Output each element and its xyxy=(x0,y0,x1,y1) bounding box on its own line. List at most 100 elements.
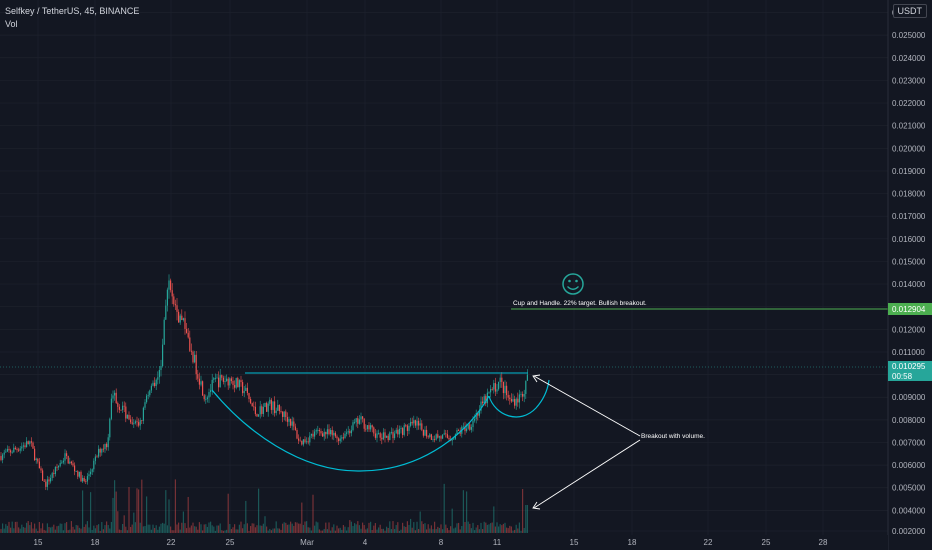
volume-bar xyxy=(453,528,455,533)
volume-bar xyxy=(291,523,293,533)
candle-body xyxy=(259,406,261,415)
volume-bar xyxy=(352,526,354,533)
volume-bar xyxy=(376,529,378,533)
volume-bar xyxy=(523,527,525,533)
volume-bar xyxy=(434,521,436,533)
volume-bar xyxy=(40,528,42,533)
candle-body xyxy=(261,406,263,414)
volume-bar xyxy=(74,529,76,533)
volume-bar xyxy=(43,529,45,533)
volume-bar xyxy=(162,522,164,533)
breakout-note-label[interactable]: Breakout with volume. xyxy=(641,433,705,440)
volume-bar xyxy=(210,521,212,533)
candle-body xyxy=(202,381,204,396)
volume-bar xyxy=(402,522,404,533)
candle-body xyxy=(90,471,92,475)
candle-body xyxy=(510,399,512,402)
candle-body xyxy=(270,399,272,410)
smiley-face-icon[interactable] xyxy=(562,273,584,295)
volume-bar xyxy=(160,523,162,533)
candle-body xyxy=(0,456,2,460)
candle-body xyxy=(355,418,357,423)
handle-curve[interactable] xyxy=(488,379,550,418)
candle-body xyxy=(18,449,20,451)
candle-body xyxy=(187,332,189,338)
candle-body xyxy=(526,374,528,381)
candle-body xyxy=(238,380,240,388)
volume-bar xyxy=(450,526,452,533)
volume-bar xyxy=(54,529,56,533)
candle-body xyxy=(160,366,162,370)
candle-body xyxy=(171,290,173,297)
volume-bar xyxy=(61,523,63,533)
arrow-line-upper[interactable] xyxy=(533,375,641,437)
price-tick-label: 0.019000 xyxy=(892,167,926,176)
volume-bar xyxy=(149,524,151,533)
candle-body xyxy=(107,437,109,448)
candle-body xyxy=(237,378,239,388)
volume-bar xyxy=(491,522,493,533)
volume-bar xyxy=(464,521,466,533)
volume-bar xyxy=(82,490,84,533)
price-tick-label: 0.006000 xyxy=(892,461,926,470)
price-axis[interactable] xyxy=(888,0,932,550)
volume-indicator-label[interactable]: Vol xyxy=(5,19,18,29)
candle-body xyxy=(110,398,112,419)
volume-bar xyxy=(426,529,428,533)
candle-body xyxy=(162,344,164,367)
candle-body xyxy=(118,406,120,410)
time-axis-ticks: 15 18 22 25 Mar 4 8 11 15 18 22 25 28 xyxy=(34,538,828,547)
volume-bar xyxy=(488,524,490,533)
candle-body xyxy=(462,426,464,428)
volume-bar xyxy=(264,516,266,533)
volume-bar xyxy=(301,502,303,533)
volume-bar xyxy=(526,505,528,533)
candle-body xyxy=(102,448,104,450)
candle-body xyxy=(152,382,154,386)
cup-note-label[interactable]: Cup and Handle. 22% target. Bullish brea… xyxy=(513,300,647,307)
candle-body xyxy=(474,418,476,421)
price-tick-label: 0.024000 xyxy=(892,54,926,63)
cup-curve[interactable] xyxy=(211,389,490,472)
candle-body xyxy=(98,448,100,457)
volume-bar xyxy=(229,523,231,533)
candle-body xyxy=(379,433,381,438)
price-tick-label: 0.002000 xyxy=(892,527,926,536)
arrow-line-lower[interactable] xyxy=(533,439,641,509)
volume-bar xyxy=(256,525,258,533)
volume-bar xyxy=(194,526,196,533)
volume-bar xyxy=(19,528,21,533)
candle-body xyxy=(114,392,116,396)
candle-body xyxy=(69,461,71,464)
candle-body xyxy=(520,393,522,395)
volume-bar xyxy=(170,526,172,533)
candle-body xyxy=(205,399,207,400)
candle-body xyxy=(67,455,69,464)
volume-bar xyxy=(315,521,317,533)
candle-body xyxy=(250,399,252,404)
candle-body xyxy=(435,434,437,440)
volume-bar xyxy=(304,521,306,533)
candle-body xyxy=(480,401,482,411)
candle-body xyxy=(392,432,394,439)
candle-body xyxy=(214,378,216,379)
volume-bar xyxy=(56,526,58,533)
volume-bar xyxy=(243,524,245,533)
candle-body xyxy=(194,354,196,363)
candle-body xyxy=(483,396,485,404)
volume-bar xyxy=(347,527,349,533)
volume-bar xyxy=(157,529,159,533)
candle-body xyxy=(6,448,8,452)
symbol-title[interactable]: Selfkey / TetherUS, 45, BINANCE xyxy=(5,6,140,16)
candle-body xyxy=(494,383,496,392)
currency-button[interactable]: USDT xyxy=(892,4,927,18)
volume-bar xyxy=(373,525,375,533)
current-price-tag: 0.010295 00:58 xyxy=(888,362,932,381)
volume-bar xyxy=(134,522,136,533)
candle-body xyxy=(446,434,448,438)
price-tick-label: 0.005000 xyxy=(892,484,926,493)
volume-bar xyxy=(141,479,143,533)
time-axis[interactable] xyxy=(0,535,888,550)
price-tick-label: 0.009000 xyxy=(892,393,926,402)
